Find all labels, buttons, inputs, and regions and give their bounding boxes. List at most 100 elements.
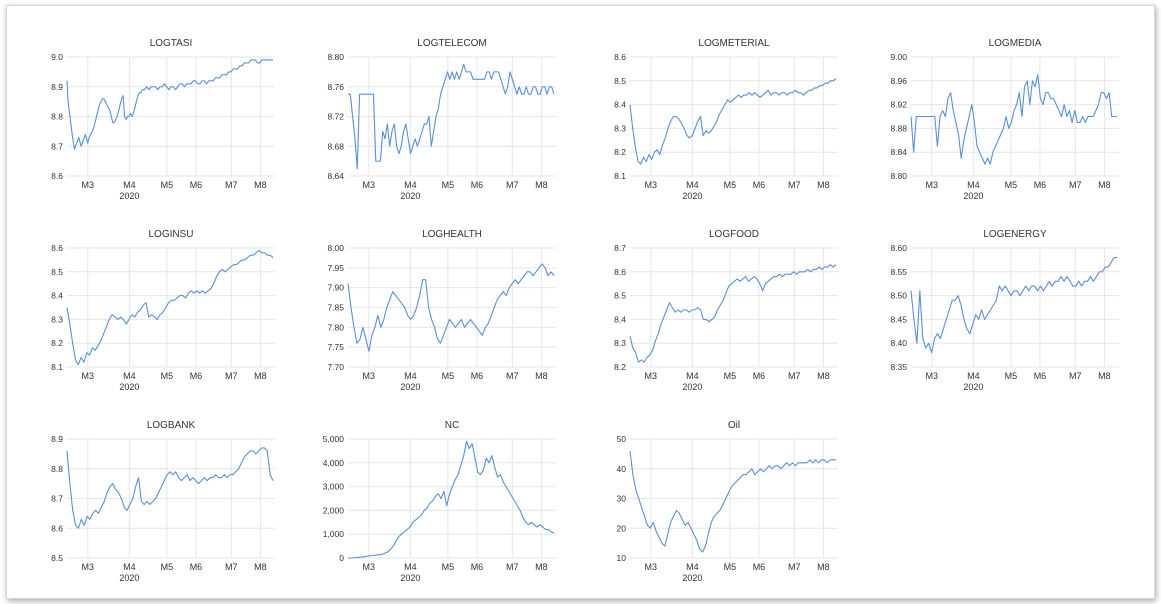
x-tick-label: M3 bbox=[82, 371, 95, 381]
y-tick-label: 7.85 bbox=[327, 303, 344, 313]
series-line bbox=[910, 74, 1117, 165]
y-tick-label: 8.6 bbox=[51, 523, 63, 533]
x-axis-label: 2020 bbox=[963, 382, 983, 392]
x-tick-label: M5 bbox=[1005, 180, 1018, 190]
x-tick-label: M8 bbox=[254, 371, 267, 381]
x-tick-label: M7 bbox=[1069, 371, 1082, 381]
x-tick-label: M8 bbox=[254, 180, 267, 190]
y-tick-label: 8.6 bbox=[51, 171, 63, 181]
chart-title: LOGMETERIAL bbox=[698, 38, 770, 49]
x-tick-label: M4 bbox=[404, 180, 417, 190]
x-tick-label: M5 bbox=[161, 562, 174, 572]
y-tick-label: 10 bbox=[617, 553, 627, 563]
y-tick-label: 9.00 bbox=[890, 52, 907, 62]
y-tick-label: 8.4 bbox=[614, 314, 626, 324]
x-tick-label: M5 bbox=[724, 180, 737, 190]
x-axis-label: 2020 bbox=[119, 382, 139, 392]
x-tick-label: M3 bbox=[363, 562, 376, 572]
y-tick-label: 8.35 bbox=[890, 362, 907, 372]
series-line bbox=[629, 264, 837, 363]
x-axis-label: 2020 bbox=[400, 573, 420, 583]
y-tick-label: 8.5 bbox=[51, 553, 63, 563]
x-axis-label: 2020 bbox=[119, 573, 139, 583]
x-tick-label: M8 bbox=[535, 371, 548, 381]
x-tick-label: M3 bbox=[645, 180, 658, 190]
x-tick-label: M3 bbox=[645, 371, 658, 381]
x-tick-label: M4 bbox=[686, 371, 699, 381]
x-tick-label: M7 bbox=[506, 562, 519, 572]
x-tick-label: M8 bbox=[817, 562, 830, 572]
y-tick-label: 7.90 bbox=[327, 283, 344, 293]
series-line bbox=[66, 249, 274, 366]
y-tick-label: 8.3 bbox=[51, 314, 63, 324]
x-tick-label: M7 bbox=[506, 180, 519, 190]
series-line bbox=[66, 447, 274, 529]
x-tick-label: M8 bbox=[254, 562, 267, 572]
y-tick-label: 8.2 bbox=[614, 362, 626, 372]
y-tick-label: 40 bbox=[617, 464, 627, 474]
x-tick-label: M8 bbox=[535, 180, 548, 190]
x-tick-label: M6 bbox=[753, 371, 766, 381]
y-tick-label: 7.70 bbox=[327, 362, 344, 372]
x-axis-label: 2020 bbox=[400, 382, 420, 392]
chart-title: LOGTELECOM bbox=[417, 38, 486, 49]
x-tick-label: M8 bbox=[817, 371, 830, 381]
figure-frame bbox=[6, 5, 1155, 599]
x-tick-label: M3 bbox=[645, 562, 658, 572]
chart-title: NC bbox=[445, 420, 459, 431]
x-tick-label: M4 bbox=[404, 371, 417, 381]
x-tick-label: M6 bbox=[753, 562, 766, 572]
y-tick-label: 7.95 bbox=[327, 263, 344, 273]
y-tick-label: 50 bbox=[617, 434, 627, 444]
y-tick-label: 7.75 bbox=[327, 342, 344, 352]
x-tick-label: M3 bbox=[926, 180, 939, 190]
y-tick-label: 4,000 bbox=[323, 458, 345, 468]
x-tick-label: M4 bbox=[404, 562, 417, 572]
y-tick-label: 8.9 bbox=[51, 82, 63, 92]
x-tick-label: M3 bbox=[363, 371, 376, 381]
series-line bbox=[66, 59, 273, 150]
y-tick-label: 8.6 bbox=[614, 267, 626, 277]
y-tick-label: 8.7 bbox=[51, 141, 63, 151]
x-tick-label: M7 bbox=[225, 180, 238, 190]
x-tick-label: M5 bbox=[442, 562, 455, 572]
x-tick-label: M4 bbox=[686, 180, 699, 190]
y-tick-label: 8.96 bbox=[890, 76, 907, 86]
series-line bbox=[910, 256, 1117, 354]
series-line bbox=[629, 450, 836, 553]
x-axis-label: 2020 bbox=[682, 382, 702, 392]
y-tick-label: 8.00 bbox=[327, 243, 344, 253]
x-tick-label: M6 bbox=[1034, 371, 1047, 381]
y-tick-label: 8.7 bbox=[614, 243, 626, 253]
x-tick-label: M6 bbox=[471, 371, 484, 381]
y-tick-label: 8.92 bbox=[890, 100, 907, 110]
x-tick-label: M6 bbox=[753, 180, 766, 190]
x-tick-label: M4 bbox=[123, 180, 136, 190]
y-tick-label: 8.6 bbox=[51, 243, 63, 253]
x-tick-label: M4 bbox=[123, 371, 136, 381]
x-axis-label: 2020 bbox=[963, 191, 983, 201]
chart-title: LOGHEALTH bbox=[422, 229, 482, 240]
y-tick-label: 8.1 bbox=[51, 362, 63, 372]
x-tick-label: M6 bbox=[190, 562, 203, 572]
y-tick-label: 8.5 bbox=[614, 291, 626, 301]
y-tick-label: 7.80 bbox=[327, 322, 344, 332]
x-axis-label: 2020 bbox=[682, 191, 702, 201]
x-tick-label: M8 bbox=[1098, 371, 1111, 381]
y-tick-label: 8.5 bbox=[51, 267, 63, 277]
x-tick-label: M5 bbox=[724, 562, 737, 572]
y-tick-label: 8.8 bbox=[51, 464, 63, 474]
y-tick-label: 9.0 bbox=[51, 52, 63, 62]
y-tick-label: 8.64 bbox=[327, 171, 344, 181]
y-tick-label: 8.80 bbox=[327, 52, 344, 62]
x-tick-label: M3 bbox=[926, 371, 939, 381]
y-tick-label: 8.40 bbox=[890, 338, 907, 348]
x-tick-label: M6 bbox=[471, 180, 484, 190]
x-tick-label: M6 bbox=[1034, 180, 1047, 190]
y-tick-label: 8.2 bbox=[51, 338, 63, 348]
y-tick-label: 8.6 bbox=[614, 52, 626, 62]
y-tick-label: 8.7 bbox=[51, 494, 63, 504]
y-tick-label: 8.3 bbox=[614, 338, 626, 348]
x-tick-label: M7 bbox=[788, 371, 801, 381]
